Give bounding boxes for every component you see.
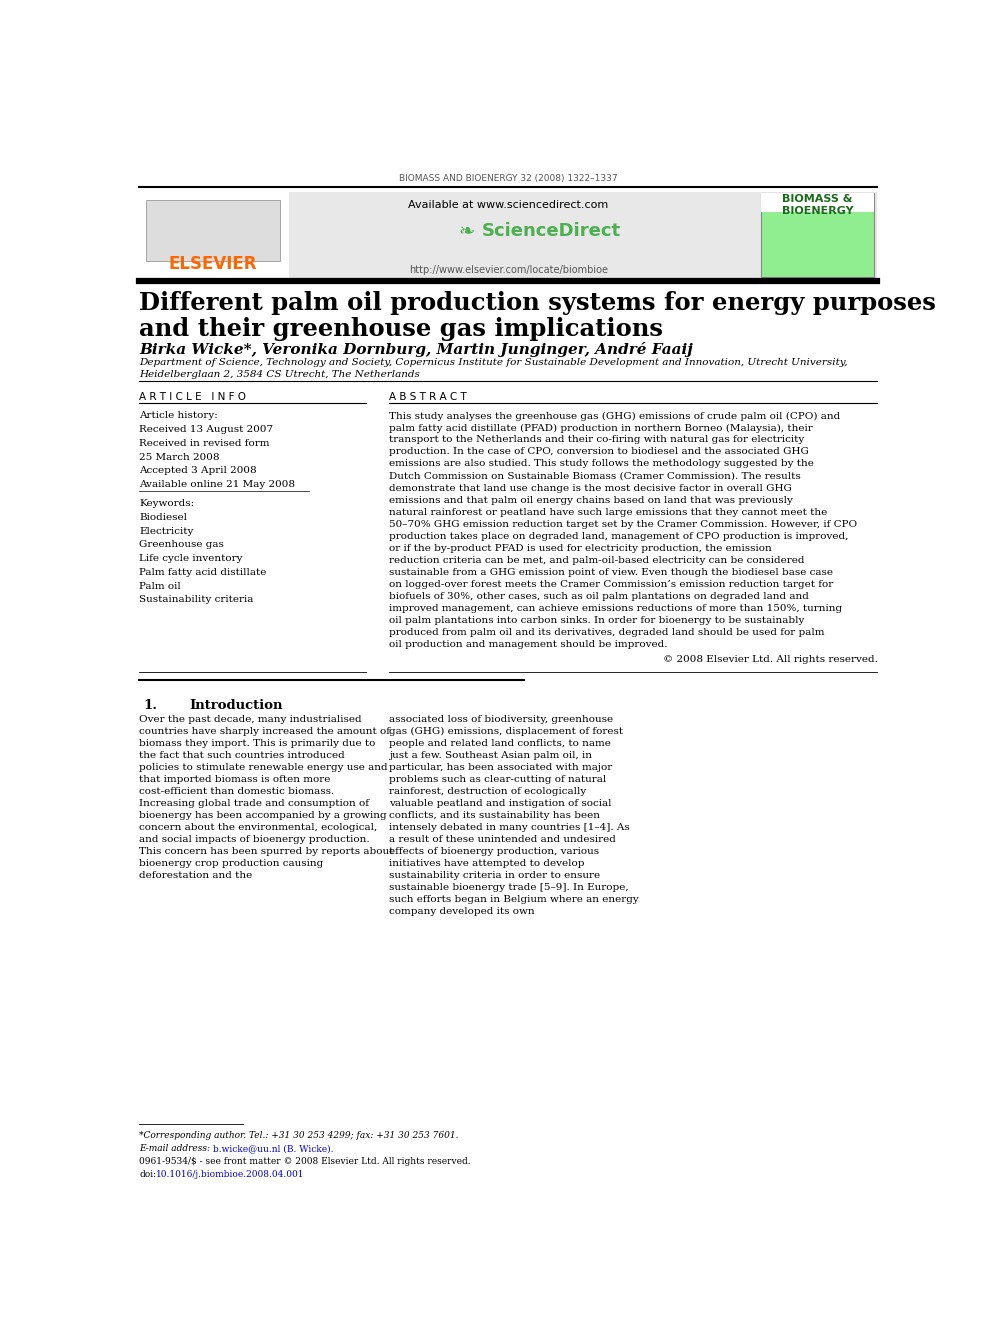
Text: biofuels of 30%, other cases, such as oil palm plantations on degraded land and: biofuels of 30%, other cases, such as oi… bbox=[389, 591, 809, 601]
Text: Heidelberglaan 2, 3584 CS Utrecht, The Netherlands: Heidelberglaan 2, 3584 CS Utrecht, The N… bbox=[139, 369, 421, 378]
Text: Life cycle inventory: Life cycle inventory bbox=[139, 554, 243, 564]
Text: a result of these unintended and undesired: a result of these unintended and undesir… bbox=[389, 835, 616, 844]
Text: people and related land conflicts, to name: people and related land conflicts, to na… bbox=[389, 740, 611, 747]
Text: produced from palm oil and its derivatives, degraded land should be used for pal: produced from palm oil and its derivativ… bbox=[389, 628, 824, 636]
Text: rainforest, destruction of ecologically: rainforest, destruction of ecologically bbox=[389, 787, 586, 796]
Text: deforestation and the: deforestation and the bbox=[139, 872, 253, 880]
Text: 10.1016/j.biombioe.2008.04.001: 10.1016/j.biombioe.2008.04.001 bbox=[157, 1171, 305, 1179]
Text: Birka Wicke*, Veronika Dornburg, Martin Junginger, André Faaij: Birka Wicke*, Veronika Dornburg, Martin … bbox=[139, 343, 693, 357]
Text: Over the past decade, many industrialised: Over the past decade, many industrialise… bbox=[139, 714, 362, 724]
Text: Article history:: Article history: bbox=[139, 411, 218, 421]
Text: Dutch Commission on Sustainable Biomass (Cramer Commission). The results: Dutch Commission on Sustainable Biomass … bbox=[389, 471, 801, 480]
Text: the fact that such countries introduced: the fact that such countries introduced bbox=[139, 751, 345, 759]
Text: cost-efficient than domestic biomass.: cost-efficient than domestic biomass. bbox=[139, 787, 334, 796]
Text: *Corresponding author. Tel.: +31 30 253 4299; fax: +31 30 253 7601.: *Corresponding author. Tel.: +31 30 253 … bbox=[139, 1131, 459, 1139]
Text: reduction criteria can be met, and palm-oil-based electricity can be considered: reduction criteria can be met, and palm-… bbox=[389, 556, 805, 565]
Text: and their greenhouse gas implications: and their greenhouse gas implications bbox=[139, 316, 664, 340]
Text: ❧: ❧ bbox=[458, 222, 475, 241]
Text: concern about the environmental, ecological,: concern about the environmental, ecologi… bbox=[139, 823, 378, 832]
Text: BIOMASS &
BIOENERGY: BIOMASS & BIOENERGY bbox=[782, 194, 853, 216]
Text: intensely debated in many countries [1–4]. As: intensely debated in many countries [1–4… bbox=[389, 823, 630, 832]
Text: 1.: 1. bbox=[143, 699, 157, 712]
Text: transport to the Netherlands and their co-firing with natural gas for electricit: transport to the Netherlands and their c… bbox=[389, 435, 805, 445]
Text: that imported biomass is often more: that imported biomass is often more bbox=[139, 775, 330, 785]
Text: 50–70% GHG emission reduction target set by the Cramer Commission. However, if C: 50–70% GHG emission reduction target set… bbox=[389, 520, 857, 529]
Text: Electricity: Electricity bbox=[139, 527, 193, 536]
Text: 0961-9534/$ - see front matter © 2008 Elsevier Ltd. All rights reserved.: 0961-9534/$ - see front matter © 2008 El… bbox=[139, 1158, 471, 1166]
Text: conflicts, and its sustainability has been: conflicts, and its sustainability has be… bbox=[389, 811, 600, 820]
Text: Different palm oil production systems for energy purposes: Different palm oil production systems fo… bbox=[139, 291, 936, 315]
Text: problems such as clear-cutting of natural: problems such as clear-cutting of natura… bbox=[389, 775, 606, 785]
Text: http://www.elsevier.com/locate/biombioe: http://www.elsevier.com/locate/biombioe bbox=[409, 265, 608, 275]
Text: bioenergy has been accompanied by a growing: bioenergy has been accompanied by a grow… bbox=[139, 811, 387, 820]
Text: gas (GHG) emissions, displacement of forest: gas (GHG) emissions, displacement of for… bbox=[389, 728, 623, 736]
Text: E-mail address:: E-mail address: bbox=[139, 1144, 213, 1152]
Text: emissions are also studied. This study follows the methodology suggested by the: emissions are also studied. This study f… bbox=[389, 459, 814, 468]
Text: improved management, can achieve emissions reductions of more than 150%, turning: improved management, can achieve emissio… bbox=[389, 603, 842, 613]
Text: doi:: doi: bbox=[139, 1171, 157, 1179]
Text: or if the by-product PFAD is used for electricity production, the emission: or if the by-product PFAD is used for el… bbox=[389, 544, 772, 553]
Text: sustainable from a GHG emission point of view. Even though the biodiesel base ca: sustainable from a GHG emission point of… bbox=[389, 568, 833, 577]
Text: Department of Science, Technology and Society, Copernicus Institute for Sustaina: Department of Science, Technology and So… bbox=[139, 359, 848, 368]
Text: emissions and that palm oil energy chains based on land that was previously: emissions and that palm oil energy chain… bbox=[389, 496, 794, 504]
Text: initiatives have attempted to develop: initiatives have attempted to develop bbox=[389, 859, 584, 868]
FancyBboxPatch shape bbox=[146, 200, 280, 261]
Text: oil production and management should be improved.: oil production and management should be … bbox=[389, 640, 668, 648]
Text: Palm oil: Palm oil bbox=[139, 582, 182, 590]
FancyBboxPatch shape bbox=[761, 193, 874, 277]
Text: This concern has been spurred by reports about: This concern has been spurred by reports… bbox=[139, 847, 394, 856]
Text: Introduction: Introduction bbox=[189, 699, 283, 712]
Text: policies to stimulate renewable energy use and: policies to stimulate renewable energy u… bbox=[139, 763, 388, 773]
Text: A B S T R A C T: A B S T R A C T bbox=[389, 392, 467, 402]
Text: countries have sharply increased the amount of: countries have sharply increased the amo… bbox=[139, 728, 391, 736]
Text: Palm fatty acid distillate: Palm fatty acid distillate bbox=[139, 568, 267, 577]
Text: biomass they import. This is primarily due to: biomass they import. This is primarily d… bbox=[139, 740, 376, 747]
Text: company developed its own: company developed its own bbox=[389, 908, 535, 917]
Text: This study analyses the greenhouse gas (GHG) emissions of crude palm oil (CPO) a: This study analyses the greenhouse gas (… bbox=[389, 411, 840, 421]
Text: production takes place on degraded land, management of CPO production is improve: production takes place on degraded land,… bbox=[389, 532, 848, 541]
Text: Available at www.sciencedirect.com: Available at www.sciencedirect.com bbox=[409, 200, 608, 209]
Text: Keywords:: Keywords: bbox=[139, 499, 194, 508]
Text: effects of bioenergy production, various: effects of bioenergy production, various bbox=[389, 847, 599, 856]
Text: Accepted 3 April 2008: Accepted 3 April 2008 bbox=[139, 467, 257, 475]
Text: palm fatty acid distillate (PFAD) production in northern Borneo (Malaysia), thei: palm fatty acid distillate (PFAD) produc… bbox=[389, 423, 813, 433]
Text: production. In the case of CPO, conversion to biodiesel and the associated GHG: production. In the case of CPO, conversi… bbox=[389, 447, 809, 456]
Text: Available online 21 May 2008: Available online 21 May 2008 bbox=[139, 480, 296, 490]
Text: Biodiesel: Biodiesel bbox=[139, 513, 187, 521]
Text: 25 March 2008: 25 March 2008 bbox=[139, 452, 220, 462]
Text: natural rainforest or peatland have such large emissions that they cannot meet t: natural rainforest or peatland have such… bbox=[389, 508, 827, 516]
Text: sustainability criteria in order to ensure: sustainability criteria in order to ensu… bbox=[389, 872, 600, 880]
Text: oil palm plantations into carbon sinks. In order for bioenergy to be sustainably: oil palm plantations into carbon sinks. … bbox=[389, 615, 805, 624]
Text: Received 13 August 2007: Received 13 August 2007 bbox=[139, 425, 274, 434]
Text: and social impacts of bioenergy production.: and social impacts of bioenergy producti… bbox=[139, 835, 370, 844]
Text: A R T I C L E   I N F O: A R T I C L E I N F O bbox=[139, 392, 246, 402]
Text: just a few. Southeast Asian palm oil, in: just a few. Southeast Asian palm oil, in bbox=[389, 751, 592, 759]
FancyBboxPatch shape bbox=[139, 192, 290, 279]
Text: Increasing global trade and consumption of: Increasing global trade and consumption … bbox=[139, 799, 369, 808]
Text: BIOMASS AND BIOENERGY 32 (2008) 1322–1337: BIOMASS AND BIOENERGY 32 (2008) 1322–133… bbox=[399, 175, 618, 183]
Text: ELSEVIER: ELSEVIER bbox=[169, 255, 257, 273]
Text: particular, has been associated with major: particular, has been associated with maj… bbox=[389, 763, 612, 773]
FancyBboxPatch shape bbox=[761, 193, 874, 212]
Text: sustainable bioenergy trade [5–9]. In Europe,: sustainable bioenergy trade [5–9]. In Eu… bbox=[389, 884, 629, 892]
Text: Received in revised form: Received in revised form bbox=[139, 439, 270, 448]
Text: b.wicke@uu.nl (B. Wicke).: b.wicke@uu.nl (B. Wicke). bbox=[213, 1144, 333, 1152]
Text: demonstrate that land use change is the most decisive factor in overall GHG: demonstrate that land use change is the … bbox=[389, 483, 792, 492]
Text: associated loss of biodiversity, greenhouse: associated loss of biodiversity, greenho… bbox=[389, 714, 613, 724]
Text: bioenergy crop production causing: bioenergy crop production causing bbox=[139, 859, 323, 868]
Text: Greenhouse gas: Greenhouse gas bbox=[139, 540, 224, 549]
Text: Sustainability criteria: Sustainability criteria bbox=[139, 595, 254, 605]
Text: ScienceDirect: ScienceDirect bbox=[481, 222, 621, 239]
Text: valuable peatland and instigation of social: valuable peatland and instigation of soc… bbox=[389, 799, 612, 808]
Text: © 2008 Elsevier Ltd. All rights reserved.: © 2008 Elsevier Ltd. All rights reserved… bbox=[663, 655, 878, 664]
Text: such efforts began in Belgium where an energy: such efforts began in Belgium where an e… bbox=[389, 896, 639, 905]
Text: on logged-over forest meets the Cramer Commission’s emission reduction target fo: on logged-over forest meets the Cramer C… bbox=[389, 579, 833, 589]
FancyBboxPatch shape bbox=[139, 192, 878, 279]
